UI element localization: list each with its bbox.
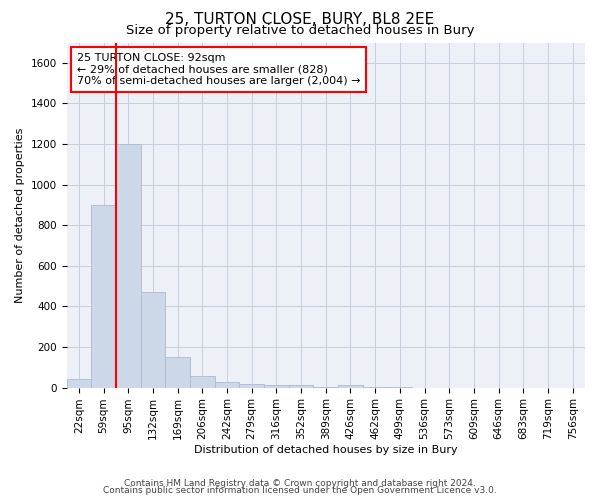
- Bar: [91, 205, 116, 388]
- Bar: [116, 144, 140, 388]
- Text: Contains HM Land Registry data © Crown copyright and database right 2024.: Contains HM Land Registry data © Crown c…: [124, 478, 476, 488]
- Bar: [165, 357, 190, 388]
- Bar: [67, 380, 91, 388]
- Text: Contains public sector information licensed under the Open Government Licence v3: Contains public sector information licen…: [103, 486, 497, 495]
- Text: Size of property relative to detached houses in Bury: Size of property relative to detached ho…: [126, 24, 474, 37]
- Bar: [338, 384, 363, 388]
- Text: 25 TURTON CLOSE: 92sqm
← 29% of detached houses are smaller (828)
70% of semi-de: 25 TURTON CLOSE: 92sqm ← 29% of detached…: [77, 53, 361, 86]
- Bar: [264, 384, 289, 388]
- X-axis label: Distribution of detached houses by size in Bury: Distribution of detached houses by size …: [194, 445, 458, 455]
- Bar: [140, 292, 165, 388]
- Bar: [190, 376, 215, 388]
- Bar: [239, 384, 264, 388]
- Text: 25, TURTON CLOSE, BURY, BL8 2EE: 25, TURTON CLOSE, BURY, BL8 2EE: [166, 12, 434, 28]
- Bar: [215, 382, 239, 388]
- Bar: [313, 386, 338, 388]
- Bar: [289, 384, 313, 388]
- Y-axis label: Number of detached properties: Number of detached properties: [15, 128, 25, 302]
